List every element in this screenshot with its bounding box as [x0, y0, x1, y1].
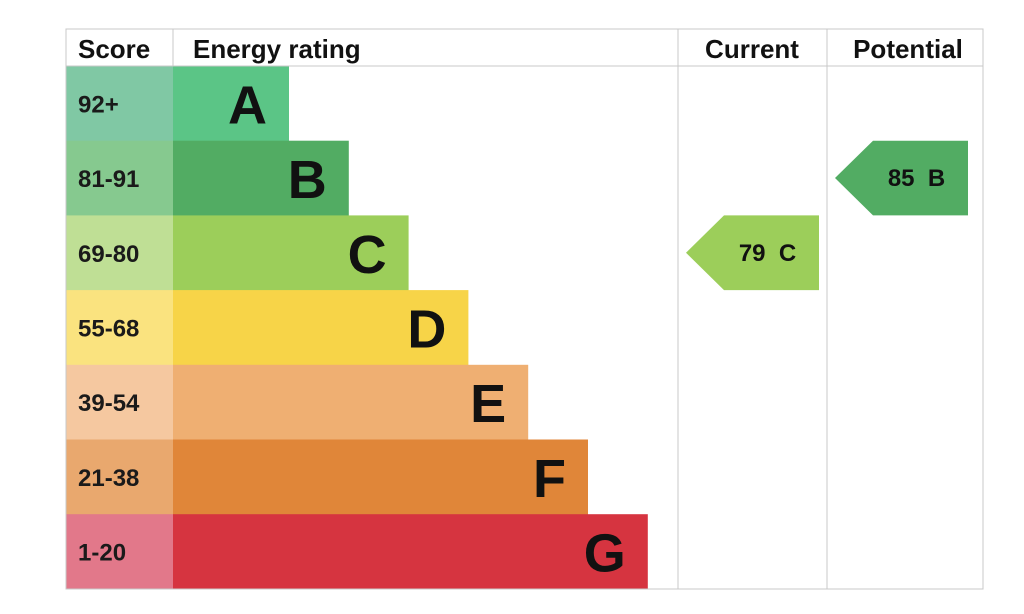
column-headers: Score Energy rating Current Potential — [78, 34, 963, 64]
score-cell-g — [66, 514, 173, 590]
potential-rating-label: 85 B — [888, 165, 945, 192]
score-cell-f — [66, 439, 173, 515]
band-bar-a — [173, 66, 289, 142]
score-label-c: 69-80 — [78, 241, 139, 268]
band-bar-f — [173, 439, 588, 515]
band-bar-e — [173, 364, 529, 440]
score-label-g: 1-20 — [78, 540, 126, 567]
band-letter-c: C — [348, 225, 387, 285]
score-label-e: 39-54 — [78, 390, 140, 417]
score-cell-e — [66, 364, 173, 440]
score-cell-d — [66, 290, 173, 366]
band-letter-d: D — [407, 299, 446, 359]
score-cell-b — [66, 140, 173, 216]
score-label-d: 55-68 — [78, 315, 139, 342]
score-cell-a — [66, 66, 173, 142]
band-letter-b: B — [288, 150, 327, 210]
rating-bands: 92+ A 81-91 B 69-80 C 55-68 D 39-54 E 21-38 F 1-20 G — [66, 66, 648, 590]
rating-markers: 79 C 85 B — [686, 140, 968, 291]
band-letter-g: G — [584, 524, 626, 584]
band-bar-b — [173, 140, 349, 216]
score-cell-c — [66, 215, 173, 291]
band-bar-g — [173, 514, 648, 590]
chart-frame — [65, 28, 984, 590]
header-current: Current — [705, 34, 799, 64]
band-bar-d — [173, 290, 469, 366]
score-label-f: 21-38 — [78, 465, 139, 492]
current-rating-label: 79 C — [739, 240, 796, 267]
score-label-a: 92+ — [78, 91, 119, 118]
band-bar-c — [173, 215, 409, 291]
band-letter-e: E — [470, 374, 506, 434]
current-rating-arrow — [686, 215, 819, 291]
score-label-b: 81-91 — [78, 166, 139, 193]
potential-rating-arrow — [835, 140, 968, 216]
header-energy-rating: Energy rating — [193, 34, 361, 64]
header-potential: Potential — [853, 34, 963, 64]
band-letter-a: A — [228, 75, 267, 135]
band-letter-f: F — [533, 449, 566, 509]
header-score: Score — [78, 34, 150, 64]
